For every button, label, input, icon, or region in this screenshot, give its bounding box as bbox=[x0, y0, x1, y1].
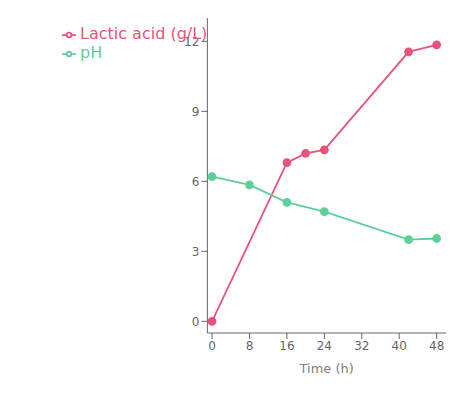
svg-text:9: 9 bbox=[192, 105, 200, 119]
svg-text:0: 0 bbox=[208, 339, 216, 353]
svg-text:6: 6 bbox=[192, 175, 200, 189]
svg-text:16: 16 bbox=[279, 339, 294, 353]
svg-text:32: 32 bbox=[354, 339, 369, 353]
svg-text:12: 12 bbox=[184, 35, 199, 49]
svg-text:0: 0 bbox=[192, 315, 200, 329]
svg-text:40: 40 bbox=[392, 339, 407, 353]
svg-text:8: 8 bbox=[246, 339, 254, 353]
svg-text:3: 3 bbox=[192, 245, 200, 259]
svg-text:24: 24 bbox=[317, 339, 332, 353]
svg-text:48: 48 bbox=[429, 339, 444, 353]
svg-text:Time (h): Time (h) bbox=[299, 361, 354, 376]
